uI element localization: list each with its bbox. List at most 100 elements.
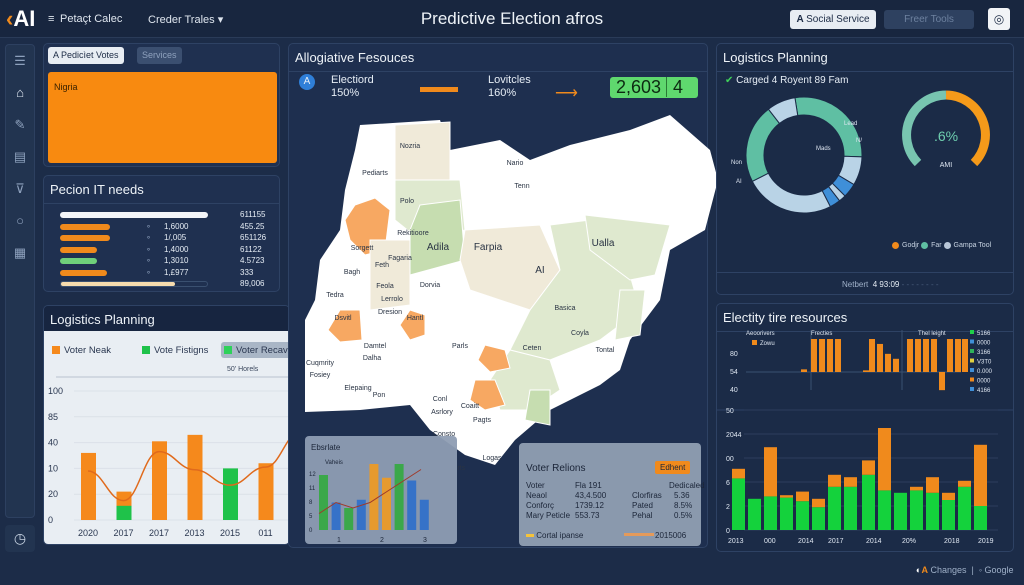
needs-bar-fill bbox=[60, 223, 110, 230]
grid-icon[interactable]: ▦ bbox=[13, 245, 27, 260]
map-region bbox=[327, 309, 363, 343]
voter-cell: 5.36 bbox=[674, 491, 690, 500]
top-bar bbox=[923, 339, 929, 372]
mini-bar bbox=[344, 508, 354, 530]
map-label: Coyla bbox=[571, 330, 589, 337]
top-bar bbox=[801, 369, 807, 372]
check-label: Carged 4 Royent 89 Fam bbox=[736, 75, 849, 86]
map-label: Logas bbox=[482, 455, 502, 462]
document-icon[interactable]: ▤ bbox=[13, 149, 27, 164]
x-tick-label: 3 bbox=[423, 537, 427, 544]
map-label: Nozria bbox=[400, 143, 420, 150]
mini-bar bbox=[407, 480, 417, 530]
x-tick-label: 2013 bbox=[184, 528, 204, 538]
voter-cell: Pehal bbox=[632, 511, 653, 520]
chart-note: 50' Horels bbox=[227, 366, 259, 373]
map-label: Adila bbox=[427, 242, 450, 253]
bar-voter-neak bbox=[258, 463, 274, 520]
bar-green bbox=[780, 497, 793, 530]
list-icon[interactable]: ☰ bbox=[14, 53, 26, 68]
bar-orange bbox=[974, 444, 987, 506]
changes-label: Changes bbox=[930, 565, 967, 575]
map-label: Consto bbox=[433, 431, 455, 438]
y-tick-label: 12 bbox=[309, 472, 316, 478]
top-bar bbox=[869, 339, 875, 372]
map-region bbox=[477, 344, 511, 373]
map-label: Ualla bbox=[592, 238, 615, 249]
footer-label: Netbert bbox=[842, 280, 869, 289]
map-label: Farpia bbox=[474, 242, 503, 253]
y-tick-label: 20 bbox=[48, 489, 58, 499]
tag-icon[interactable]: ✎ bbox=[14, 117, 26, 132]
legend-label: Vote Fistigns bbox=[154, 345, 209, 356]
edit-button[interactable]: Edhent bbox=[655, 461, 691, 474]
mini-bar bbox=[419, 499, 429, 530]
needs-value: 333 bbox=[240, 267, 254, 277]
bar-orange bbox=[926, 477, 939, 493]
map-label: Pediarts bbox=[362, 170, 388, 177]
changes-link[interactable]: ◐A Changes bbox=[916, 565, 967, 575]
top-y-tick: 54 bbox=[730, 369, 738, 376]
social-service-label: Social Service bbox=[806, 14, 870, 25]
card-label: Nigria bbox=[54, 82, 78, 92]
top-y-tick: 40 bbox=[730, 387, 738, 394]
mini-title: Ebsrlate bbox=[311, 443, 341, 452]
page-title: Predictive Election afros bbox=[420, 9, 604, 28]
badge-icon[interactable]: ◎ bbox=[988, 8, 1010, 30]
map-region bbox=[469, 379, 506, 411]
needs-bar-fill bbox=[60, 258, 97, 264]
voter-cell: Conforç bbox=[526, 501, 555, 510]
logistics-right-title: Logistics Planning bbox=[717, 44, 1013, 72]
filter-icon[interactable]: ⊽ bbox=[15, 181, 25, 196]
bar-voter-neak bbox=[187, 434, 203, 520]
legend-label: Voter Recaved bbox=[236, 345, 290, 356]
tab-predicted-votes[interactable]: A Pedicìet Votes bbox=[48, 47, 124, 64]
side-legend-label: 0000 bbox=[977, 379, 991, 385]
y-tick-label: 6 bbox=[726, 480, 730, 487]
breadcrumb-1[interactable]: Petaçt Calec bbox=[60, 13, 123, 25]
app-logo[interactable]: ‹AI bbox=[6, 6, 36, 31]
stat-2: Lovitcles 160% bbox=[488, 74, 531, 100]
bar-green bbox=[974, 506, 987, 530]
needs-row: ∘ 1,£977 333 bbox=[60, 268, 279, 280]
bar-orange bbox=[844, 477, 857, 487]
needs-bar-fill bbox=[60, 269, 107, 276]
y-tick-label: 40 bbox=[48, 438, 58, 448]
legend-swatch bbox=[52, 346, 60, 354]
map-label: Lerrolo bbox=[381, 296, 403, 303]
bar-orange bbox=[862, 460, 875, 475]
breadcrumb-2[interactable]: Creder Trales ▾ bbox=[148, 14, 224, 26]
x-tick-label: 000 bbox=[764, 538, 776, 545]
map-label: Dsvitl bbox=[334, 315, 352, 322]
x-tick-label: 1 bbox=[337, 537, 341, 544]
mini-chart-card bbox=[305, 436, 457, 544]
bar-orange bbox=[910, 486, 923, 491]
check-icon: ✔ bbox=[725, 75, 734, 86]
clock-icon[interactable]: ◷ bbox=[5, 525, 35, 552]
tab-services[interactable]: Services bbox=[137, 47, 182, 64]
nigeria-map[interactable]: Nozria Pediarts Nario Tenn Polo Rekitioore Sor… bbox=[300, 110, 720, 470]
map-region bbox=[614, 289, 646, 341]
power-tools-button[interactable]: Freer Tools bbox=[884, 10, 974, 29]
hamburger-icon[interactable]: ≡ bbox=[48, 13, 55, 25]
trend-line bbox=[87, 438, 289, 502]
home-icon[interactable]: ⌂ bbox=[16, 85, 24, 100]
side-legend-label: 5166 bbox=[977, 331, 991, 337]
voter-cell: Neaol bbox=[526, 491, 547, 500]
circle-icon[interactable]: ○ bbox=[16, 213, 24, 228]
needs-value: 611155 bbox=[240, 210, 266, 219]
nigeria-card[interactable]: Nigria bbox=[48, 72, 277, 163]
footer-value: 4 93:09 bbox=[872, 280, 900, 289]
donut-label: Mads bbox=[816, 146, 831, 152]
top-bar bbox=[947, 339, 953, 372]
bar-orange bbox=[780, 495, 793, 498]
count-box: 2,603 4 bbox=[610, 77, 698, 98]
social-service-button[interactable]: A Social Service bbox=[790, 10, 876, 29]
google-link[interactable]: ◦ Google bbox=[978, 565, 1014, 575]
map-label: Dalha bbox=[363, 355, 381, 362]
map-label: Sorgett bbox=[351, 245, 374, 252]
top-bar bbox=[893, 358, 899, 372]
logistics-left-panel: Logistics Planning Voter Neak Vote Fistig… bbox=[43, 305, 290, 545]
map-label: Fagaria bbox=[388, 255, 412, 262]
bar-green bbox=[748, 498, 761, 530]
